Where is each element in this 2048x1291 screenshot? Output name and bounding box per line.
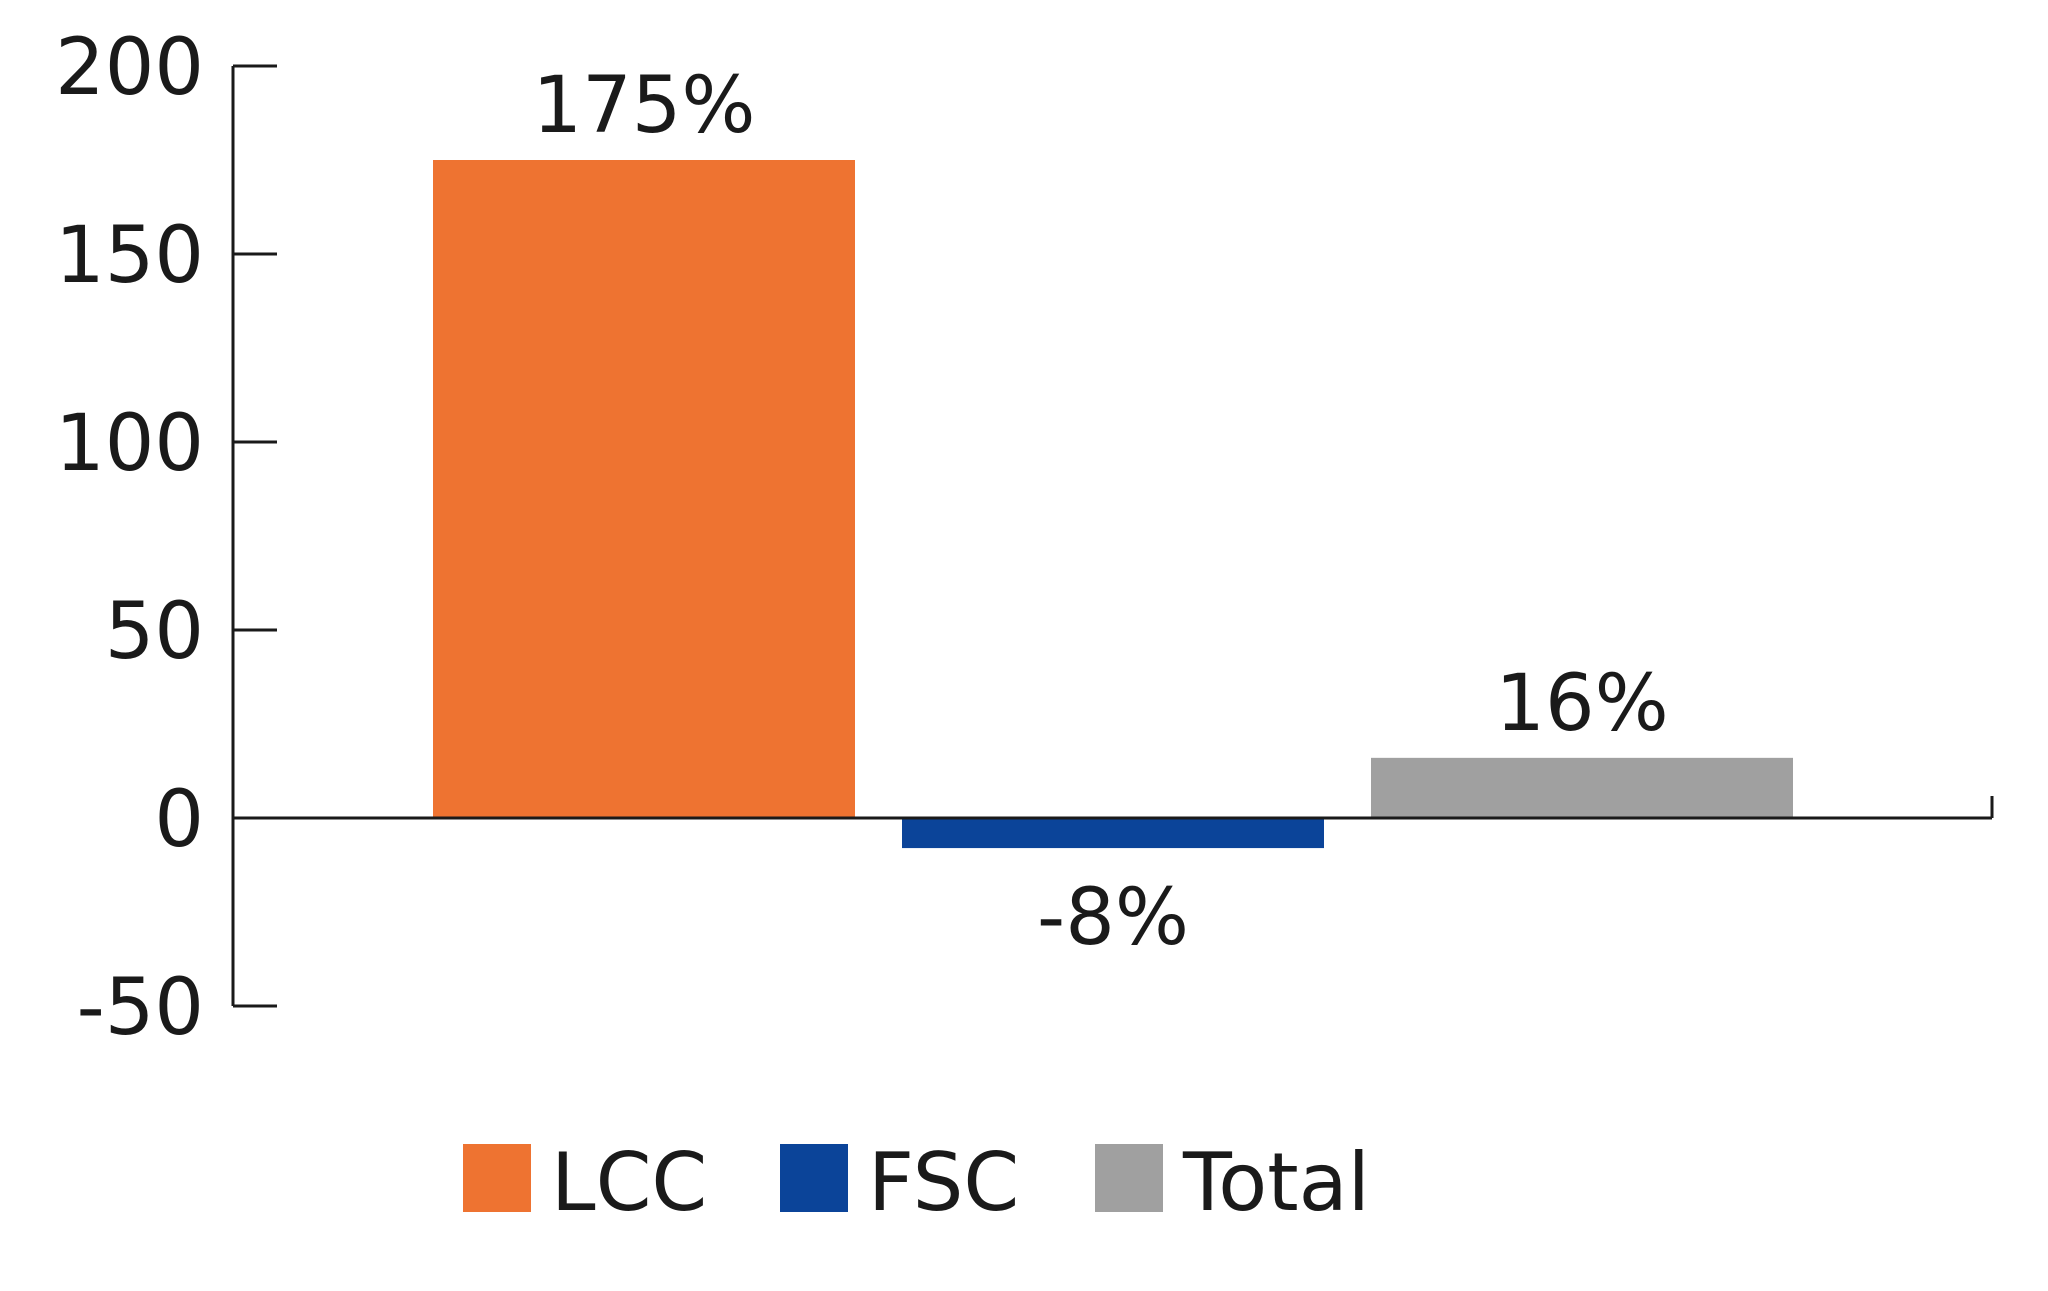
labels-layer: 175% -8% 16% [533,61,1669,963]
legend-swatch-fsc [780,1144,848,1212]
y-tick-label: -50 [77,963,204,1053]
y-tick-label: 100 [55,399,204,489]
legend-label-fsc: FSC [868,1136,1019,1229]
data-label-fsc: -8% [1037,873,1189,963]
y-tick-label: 50 [105,587,204,677]
legend-label-lcc: LCC [551,1136,707,1229]
data-label-total: 16% [1495,659,1668,749]
legend-swatch-lcc [463,1144,531,1212]
bars-layer [433,160,1793,849]
legend-label-total: Total [1182,1136,1370,1229]
bar-lcc [433,160,855,818]
axes-layer: 200 150 100 50 0 -50 [55,23,1994,1053]
y-tick-label: 0 [154,775,204,865]
bar-fsc [902,818,1324,849]
bar-total [1371,757,1793,818]
y-tick-label: 200 [55,23,204,113]
chart-legend: LCC FSC Total [463,1136,1370,1229]
legend-swatch-total [1095,1144,1163,1212]
y-tick-label: 150 [55,211,204,301]
data-label-lcc: 175% [533,61,756,151]
